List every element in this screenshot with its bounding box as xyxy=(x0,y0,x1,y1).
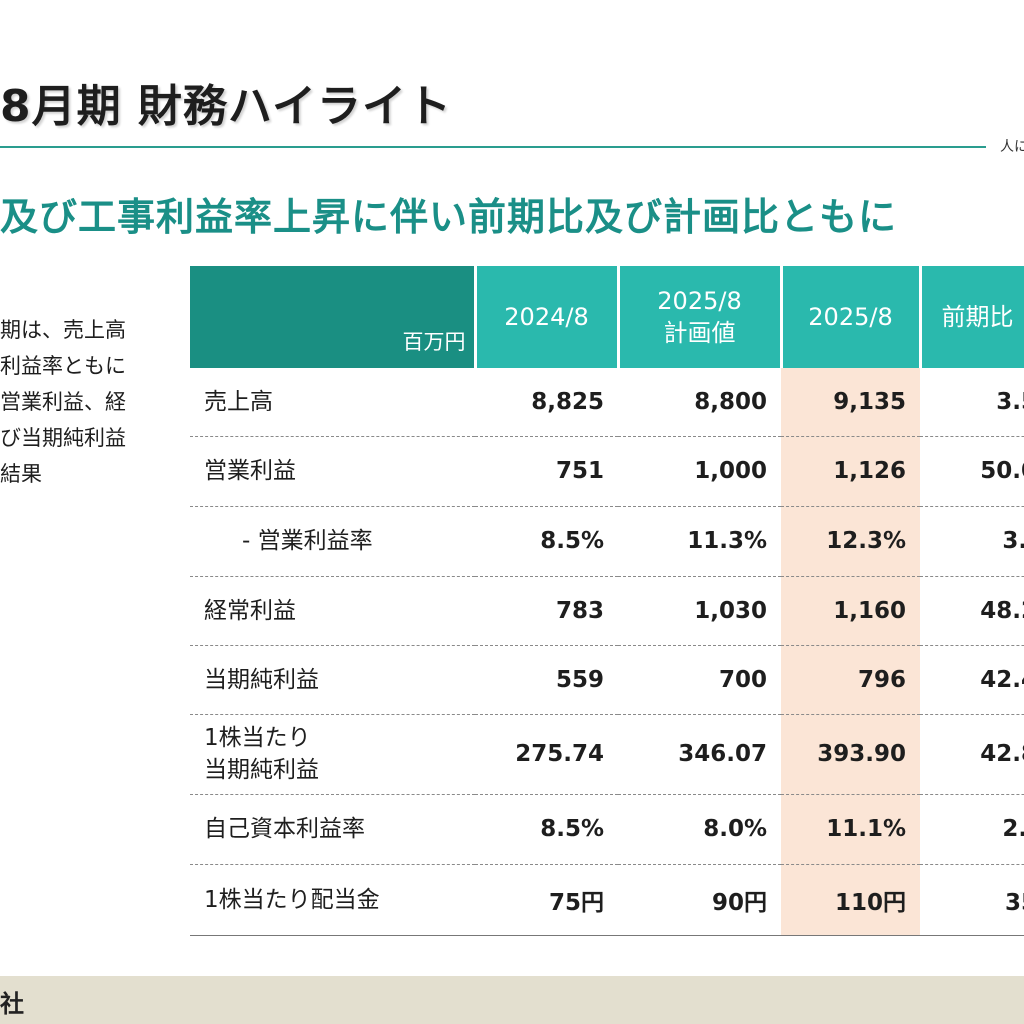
row-label: 営業利益 xyxy=(190,436,475,507)
financial-highlights-table: 百万円 2024/8 2025/8 計画値 2025/8 前期比 売上高 8,82… xyxy=(190,266,1024,936)
summary-line: び当期純利益 xyxy=(0,426,126,450)
row-label: 1株当たり当期純利益 xyxy=(190,714,475,795)
table-header-row: 百万円 2024/8 2025/8 計画値 2025/8 前期比 xyxy=(190,266,1024,368)
cell-yoy: 2.6P xyxy=(920,794,1024,865)
table-row: 自己資本利益率 8.5%8.0%11.1%2.6P xyxy=(190,794,1024,865)
row-label-line: - 営業利益率 xyxy=(242,528,373,554)
summary-text: 期は、売上高 利益率ともに 営業利益、経 び当期純利益 結果 xyxy=(0,312,165,492)
cell-fy2025-plan: 1,030 xyxy=(618,576,781,646)
summary-line: 結果 xyxy=(0,462,42,486)
cell-fy2024: 783 xyxy=(475,576,618,646)
cell-fy2025: 110円 xyxy=(781,864,920,936)
cell-fy2025: 1,126 xyxy=(781,436,920,507)
column-header-line: 2025/8 xyxy=(808,303,893,331)
cell-fy2025-plan: 90円 xyxy=(618,864,781,936)
cell-fy2024: 75円 xyxy=(475,864,618,936)
cell-fy2025: 1,160 xyxy=(781,576,920,646)
cell-yoy: 42.8% xyxy=(920,714,1024,795)
headline-subtitle: 及び工事利益率上昇に伴い前期比及び計画比ともに xyxy=(0,195,898,239)
cell-fy2024: 8.5% xyxy=(475,794,618,865)
cell-fy2025: 9,135 xyxy=(781,368,920,437)
cell-yoy: 50.0% xyxy=(920,436,1024,507)
column-header-fy2025: 2025/8 xyxy=(779,266,920,368)
column-header-line: 2025/8 xyxy=(657,287,742,315)
footer-company-name: 社 xyxy=(0,990,24,1018)
cell-fy2025: 12.3% xyxy=(781,506,920,577)
corner-text: 人に xyxy=(1000,139,1024,155)
cell-yoy: 3.5% xyxy=(920,368,1024,437)
cell-fy2025-plan: 8.0% xyxy=(618,794,781,865)
table-row: - 営業利益率 8.5%11.3%12.3%3.8P xyxy=(190,506,1024,577)
row-label-line: 営業利益 xyxy=(204,458,296,484)
row-label-line: 自己資本利益率 xyxy=(204,816,365,842)
row-label-line: 当期純利益 xyxy=(204,666,319,693)
row-label-line: 売上高 xyxy=(204,388,273,415)
row-label-line: 1株当たり xyxy=(204,725,311,751)
column-header-fy2025-plan: 2025/8 計画値 xyxy=(616,266,781,368)
cell-fy2024: 751 xyxy=(475,436,618,507)
cell-fy2024: 8.5% xyxy=(475,506,618,577)
footer-bar: 社 xyxy=(0,976,1024,1024)
row-label-line: 1株当たり配当金 xyxy=(204,886,380,913)
row-label-line: 当期純利益 xyxy=(204,757,319,783)
row-label: 1株当たり配当金 xyxy=(190,864,475,936)
cell-fy2024: 8,825 xyxy=(475,368,618,437)
cell-fy2025: 796 xyxy=(781,645,920,715)
row-label: 経常利益 xyxy=(190,576,475,646)
summary-line: 営業利益、経 xyxy=(0,390,126,414)
row-label-line: 経常利益 xyxy=(204,597,296,624)
cell-fy2025-plan: 8,800 xyxy=(618,368,781,437)
title-divider xyxy=(0,146,986,148)
cell-yoy: 48.2% xyxy=(920,576,1024,646)
summary-line: 利益率ともに xyxy=(0,354,126,378)
cell-fy2025: 393.90 xyxy=(781,714,920,795)
cell-fy2025-plan: 11.3% xyxy=(618,506,781,577)
row-label: 売上高 xyxy=(190,368,475,437)
column-header-yoy: 前期比 xyxy=(918,266,1024,368)
cell-fy2025: 11.1% xyxy=(781,794,920,865)
row-label: - 営業利益率 xyxy=(190,506,475,577)
cell-fy2025-plan: 700 xyxy=(618,645,781,715)
cell-fy2024: 559 xyxy=(475,645,618,715)
cell-yoy: 35円 xyxy=(920,864,1024,936)
column-header-fy2024: 2024/8 xyxy=(473,266,618,368)
summary-line: 期は、売上高 xyxy=(0,318,126,342)
column-header-line: 前期比 xyxy=(941,303,1014,331)
column-header-line: 2024/8 xyxy=(504,303,589,331)
cell-fy2025-plan: 346.07 xyxy=(618,714,781,795)
unit-header: 百万円 xyxy=(190,266,475,368)
row-label: 自己資本利益率 xyxy=(190,794,475,865)
row-label: 当期純利益 xyxy=(190,645,475,715)
table-row: 1株当たり配当金 75円90円110円35円 xyxy=(190,864,1024,936)
page-title: 8月期 財務ハイライト xyxy=(0,81,453,132)
cell-yoy: 42.4% xyxy=(920,645,1024,715)
cell-fy2024: 275.74 xyxy=(475,714,618,795)
cell-yoy: 3.8P xyxy=(920,506,1024,577)
column-header-line: 計画値 xyxy=(663,319,736,347)
cell-fy2025-plan: 1,000 xyxy=(618,436,781,507)
